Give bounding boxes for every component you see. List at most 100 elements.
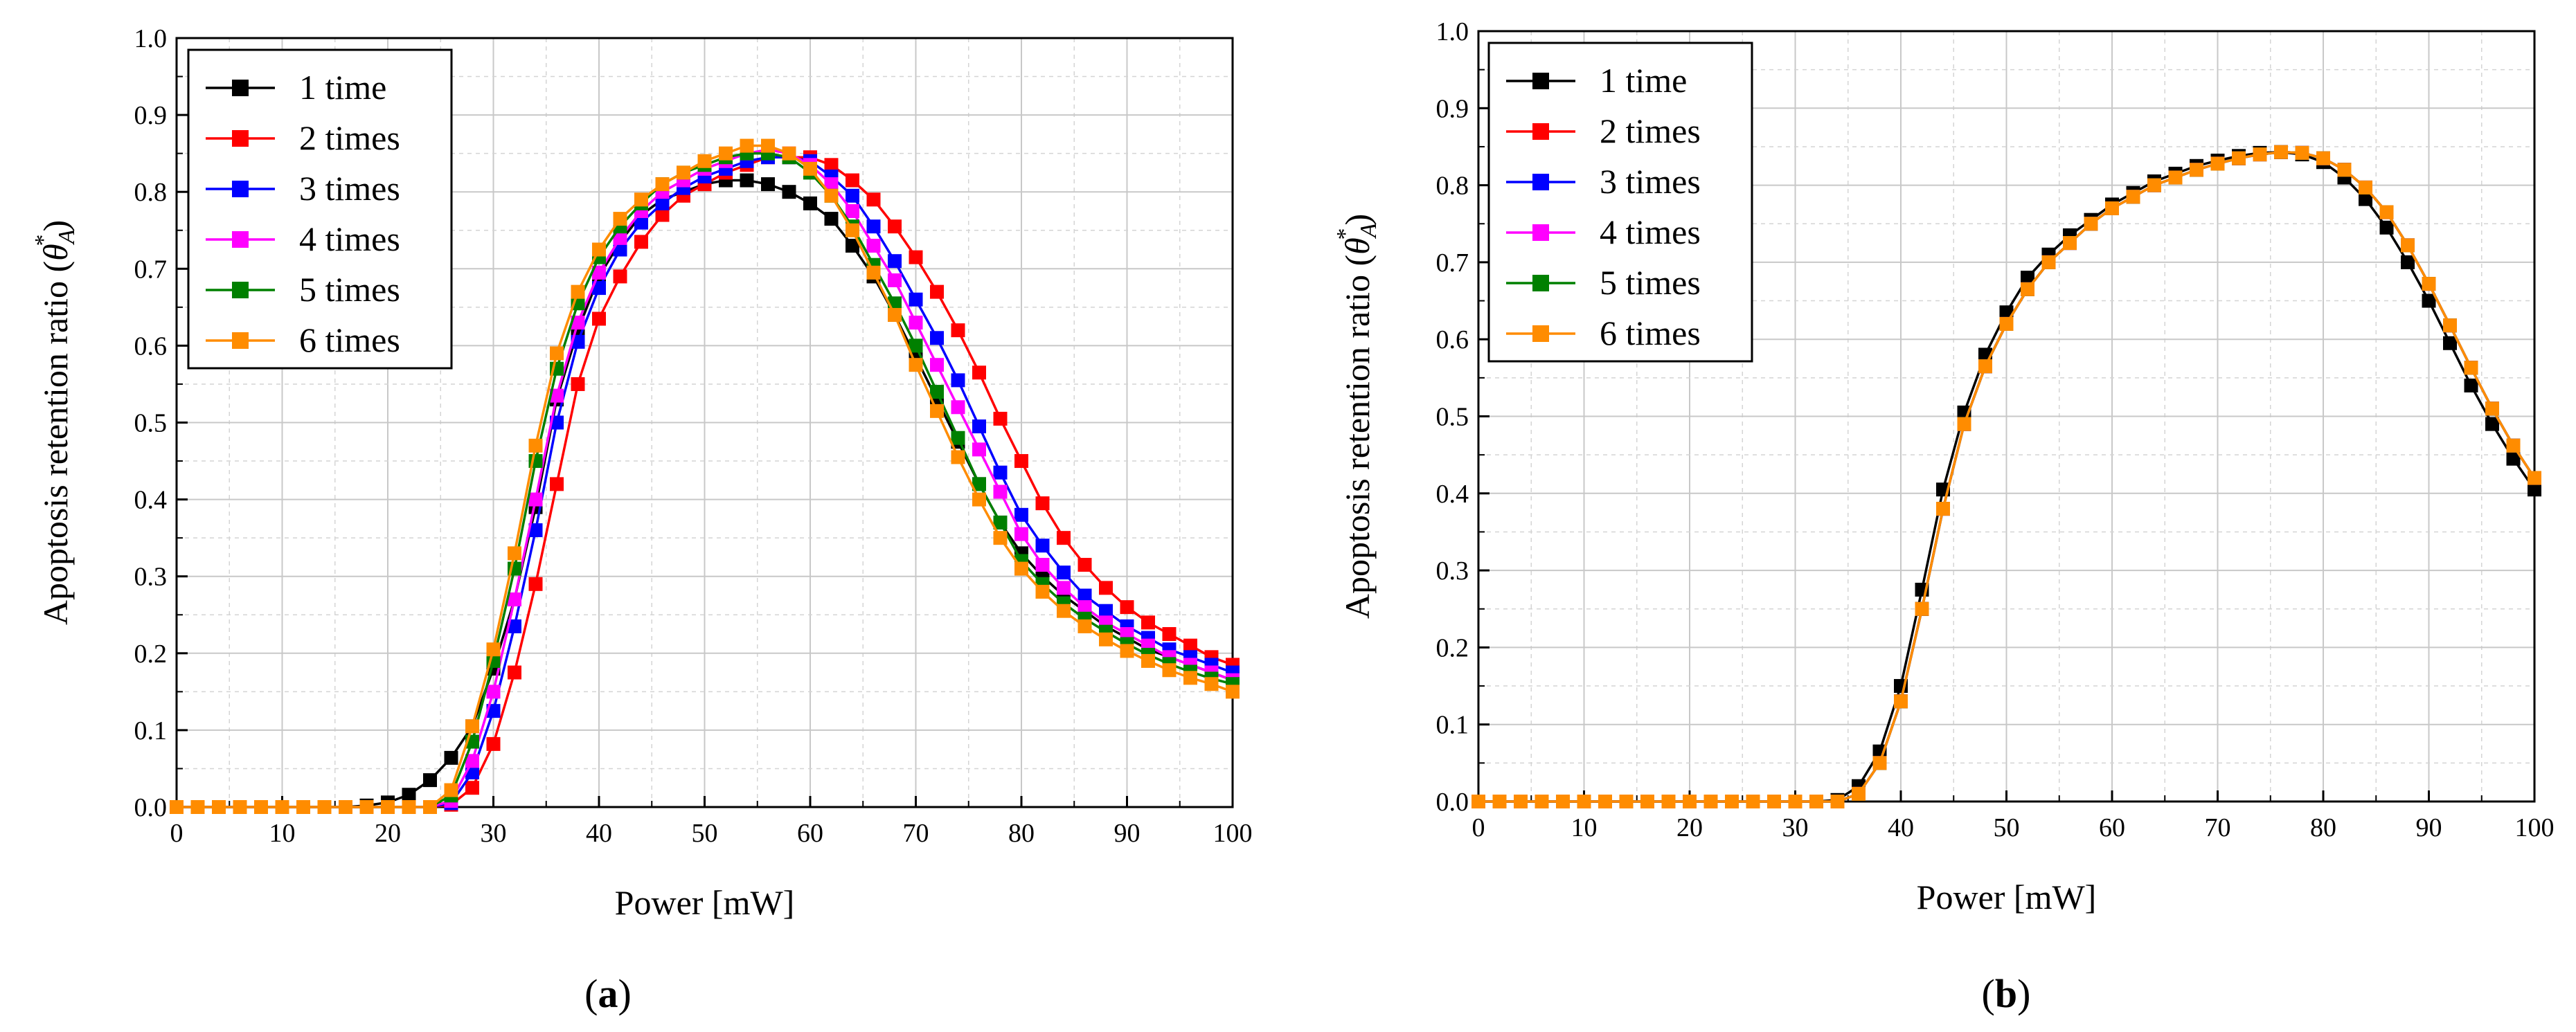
- x-tick-label: 80: [1008, 819, 1035, 848]
- data-point: [634, 192, 648, 207]
- data-point: [613, 230, 627, 245]
- data-point: [2422, 293, 2436, 308]
- data-point: [571, 377, 585, 391]
- data-point: [2443, 336, 2457, 350]
- data-point: [1162, 663, 1177, 678]
- data-point: [550, 415, 564, 430]
- x-tick-label: 70: [2205, 813, 2231, 842]
- y-axis-label-text: Apoptosis retention ratio: [1338, 275, 1377, 619]
- data-point: [550, 346, 564, 361]
- data-point: [993, 531, 1008, 545]
- data-point: [1640, 795, 1654, 808]
- data-point: [1057, 565, 1071, 580]
- data-point: [254, 800, 268, 814]
- data-point: [1556, 795, 1570, 808]
- y-tick-label: 0.6: [1436, 325, 1469, 354]
- data-point: [1472, 795, 1485, 808]
- x-tick-label: 90: [1114, 819, 1141, 848]
- data-point: [2506, 438, 2521, 453]
- data-point: [1915, 601, 1929, 616]
- data-point: [993, 485, 1008, 499]
- legend-marker: [1532, 174, 1549, 190]
- y-axis-label-close: ): [36, 220, 75, 232]
- legend-label: 3 times: [1600, 162, 1701, 201]
- data-point: [1725, 795, 1739, 808]
- y-axis-label-sup: *: [30, 235, 56, 246]
- caption-open: (: [1982, 971, 1995, 1016]
- data-point: [1057, 581, 1071, 595]
- data-point: [2126, 190, 2140, 204]
- data-point: [740, 173, 754, 188]
- data-point: [846, 203, 859, 218]
- data-point: [508, 592, 521, 607]
- legend-label: 1 time: [1600, 61, 1687, 100]
- x-tick-label: 90: [2416, 813, 2442, 842]
- data-point: [888, 307, 902, 322]
- data-point: [972, 442, 986, 457]
- x-tick-label: 100: [1213, 819, 1253, 848]
- y-axis-label-symbol: θ: [1338, 237, 1377, 255]
- caption-open: (: [584, 971, 598, 1016]
- legend-label: 5 times: [1600, 263, 1701, 302]
- data-point: [465, 781, 479, 795]
- data-point: [634, 215, 648, 230]
- data-point: [1141, 615, 1155, 630]
- data-point: [1077, 619, 1092, 633]
- data-point: [1120, 644, 1134, 658]
- y-axis-label: Apoptosis retention ratio (θA*): [30, 220, 80, 625]
- data-point: [190, 800, 205, 814]
- legend-marker: [232, 231, 249, 248]
- data-point: [613, 212, 627, 226]
- data-point: [634, 235, 648, 249]
- data-point: [1809, 795, 1823, 808]
- data-point: [951, 450, 965, 464]
- data-point: [212, 800, 226, 814]
- y-axis-label-space: (: [1338, 255, 1377, 275]
- data-point: [275, 800, 289, 814]
- data-point: [993, 465, 1008, 480]
- data-point: [613, 269, 627, 284]
- caption-letter: b: [1995, 971, 2017, 1016]
- series-6: [1472, 145, 2541, 808]
- data-point: [1077, 600, 1092, 615]
- data-point: [1936, 502, 1950, 516]
- data-point: [1035, 558, 1050, 572]
- data-point: [1872, 756, 1887, 770]
- data-point: [866, 238, 881, 253]
- data-point: [972, 477, 986, 491]
- legend-label: 6 times: [1600, 314, 1701, 352]
- data-point: [930, 358, 944, 372]
- data-point: [423, 773, 437, 788]
- legend-label: 3 times: [299, 169, 400, 208]
- data-point: [1183, 638, 1197, 653]
- legend-label: 2 times: [299, 118, 400, 157]
- data-point: [909, 250, 923, 264]
- data-point: [592, 265, 606, 280]
- data-point: [951, 323, 965, 338]
- y-tick-label: 0.1: [134, 716, 168, 745]
- data-point: [909, 338, 923, 353]
- data-point: [1492, 795, 1507, 808]
- legend-marker: [232, 282, 249, 298]
- data-point: [2359, 180, 2372, 194]
- data-point: [2190, 163, 2203, 177]
- data-point: [2168, 170, 2183, 185]
- y-axis-label-sup: *: [1332, 228, 1358, 240]
- y-axis-label-text: Apoptosis retention ratio: [36, 281, 75, 625]
- y-tick-label: 0.0: [134, 793, 168, 822]
- data-point: [1577, 795, 1591, 808]
- data-point: [1598, 795, 1612, 808]
- x-tick-label: 60: [2099, 813, 2125, 842]
- data-point: [508, 665, 521, 680]
- y-tick-label: 0.6: [134, 332, 168, 361]
- legend-box: [1487, 42, 1753, 363]
- legend: 1 time 2 times 3 times 4 times 5 times 6 time…: [187, 48, 453, 370]
- data-point: [824, 158, 839, 172]
- data-point: [2021, 271, 2034, 285]
- data-point: [2316, 151, 2330, 165]
- data-point: [2084, 217, 2098, 231]
- data-point: [2464, 361, 2478, 375]
- data-point: [528, 438, 543, 453]
- data-point: [592, 242, 606, 257]
